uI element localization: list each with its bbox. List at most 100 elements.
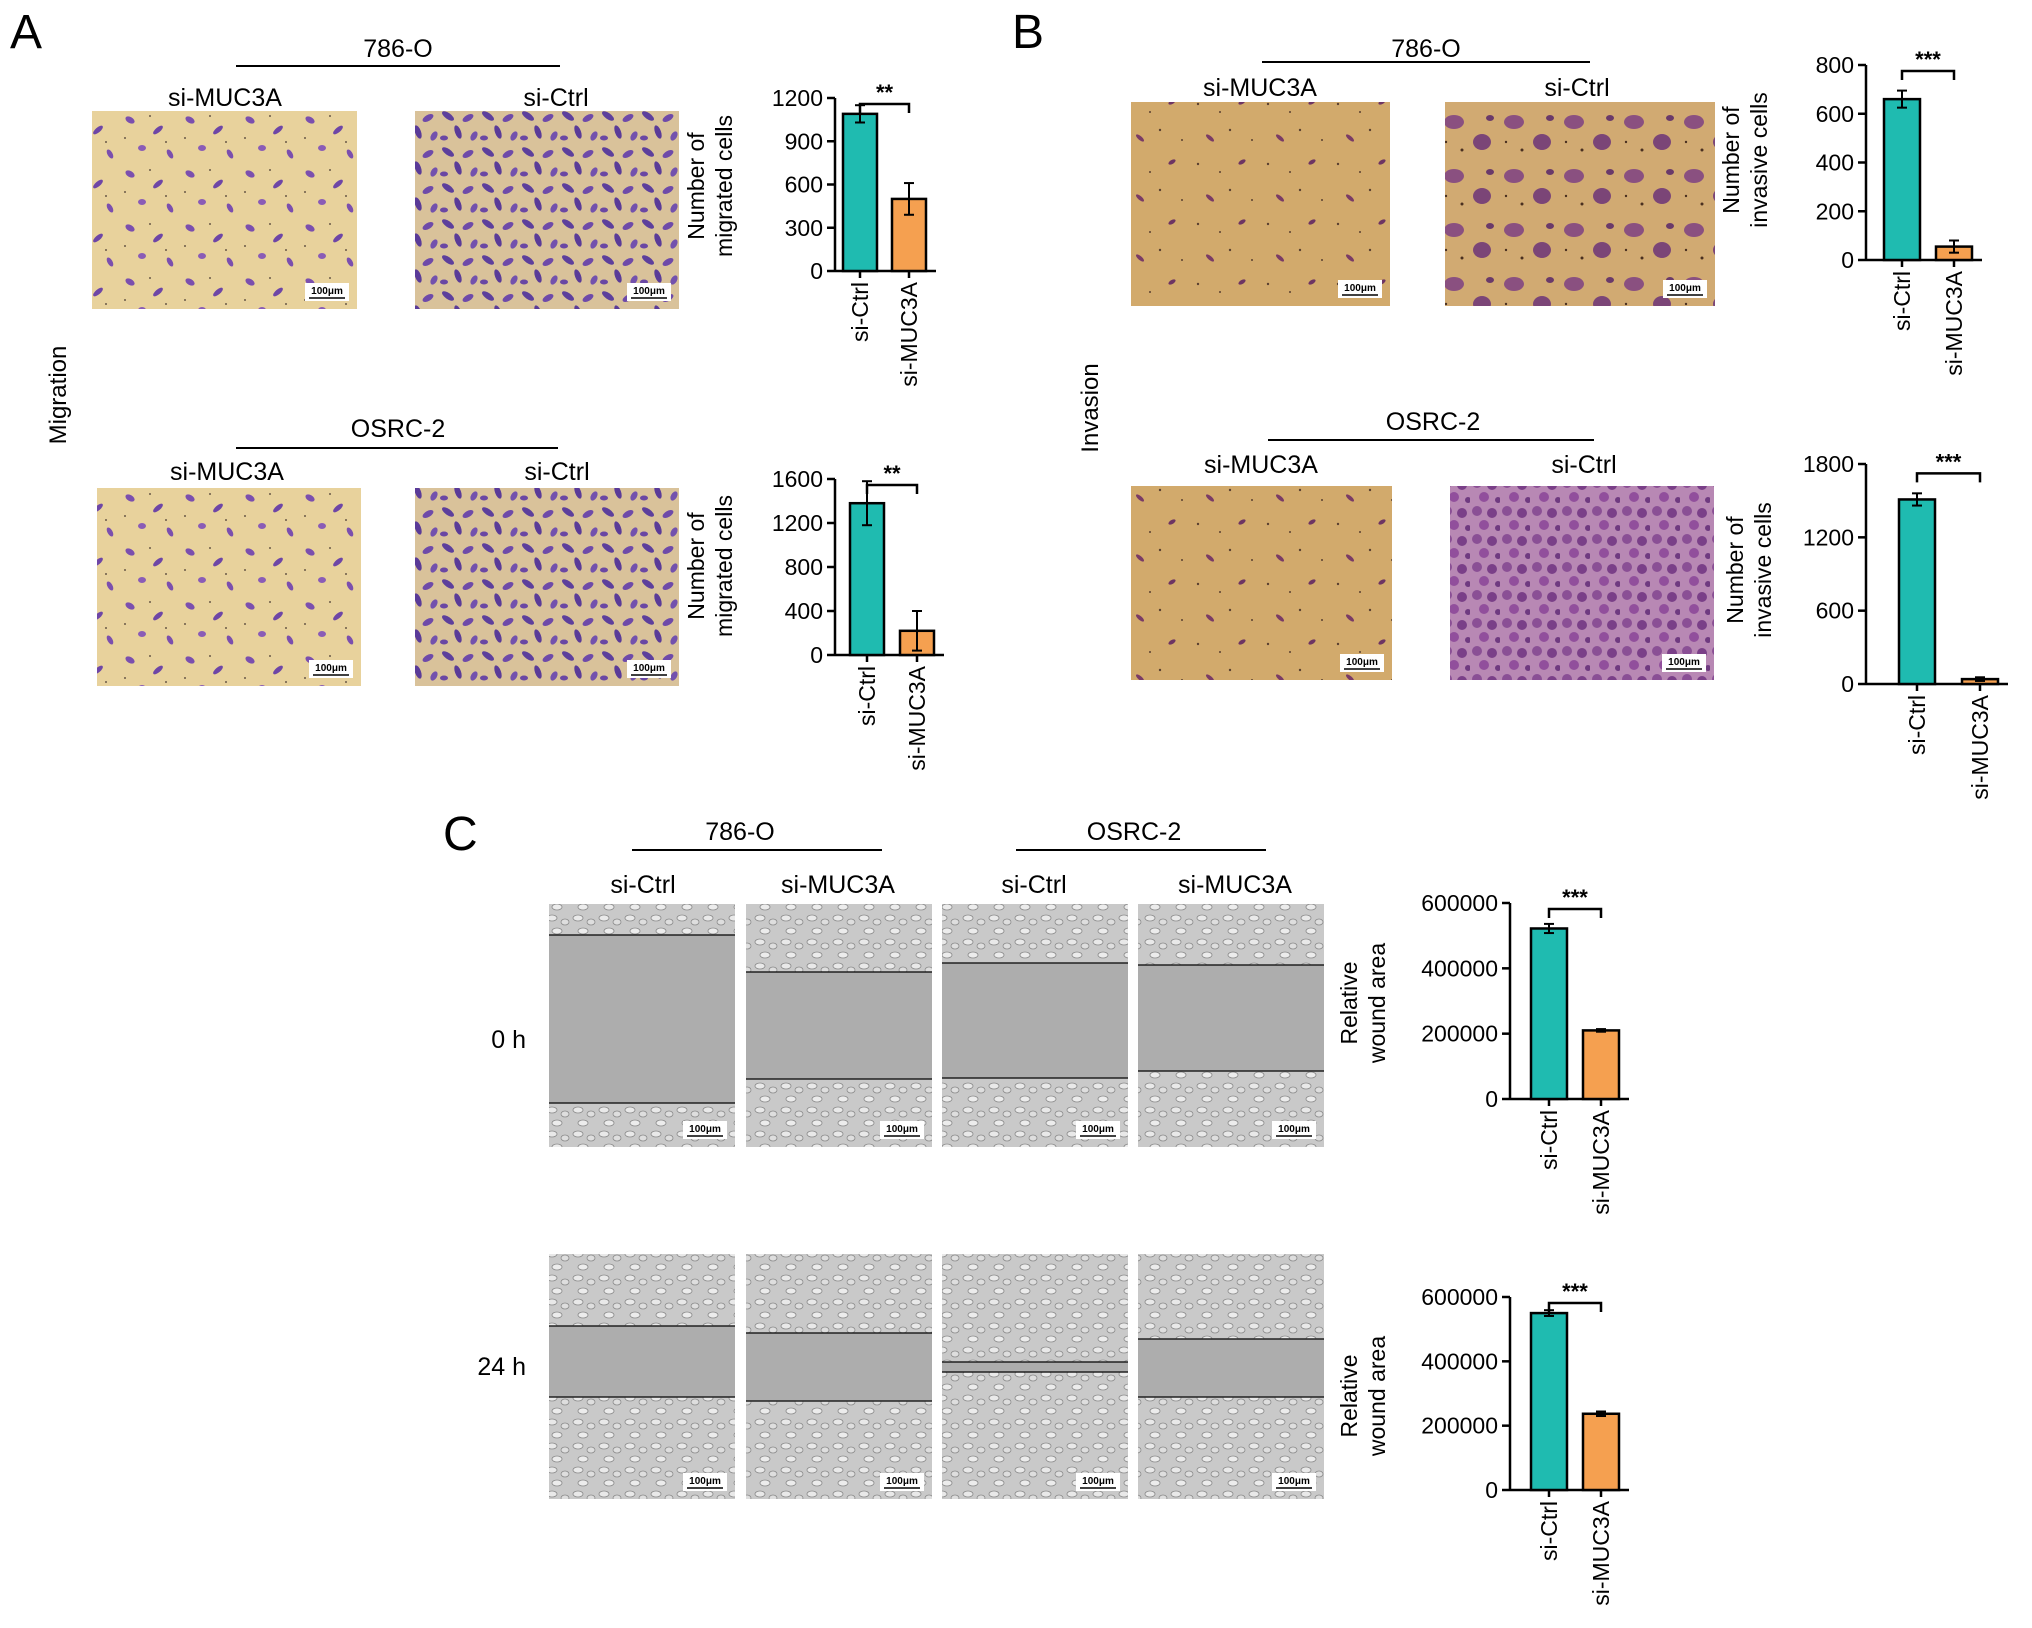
y-axis-label: Number ofinvasive cells [1722, 502, 1776, 638]
y-tick-label: 0 [1485, 1086, 1498, 1112]
column-label: si-MUC3A [781, 871, 895, 899]
scale-bar-label: 100μm [633, 663, 665, 674]
scale-bar-box [1338, 280, 1382, 298]
time-label: 24 h [477, 1353, 526, 1381]
y-tick-label: 200000 [1421, 1413, 1498, 1439]
y-tick-label: 0 [1841, 247, 1854, 273]
y-tick-label: 400000 [1421, 955, 1498, 981]
scale-bar-label: 100μm [311, 286, 343, 297]
micrograph [97, 488, 361, 686]
y-tick-label: 1200 [1803, 524, 1854, 550]
bar [1529, 1311, 1569, 1492]
side-label-invasion: Invasion [1077, 363, 1104, 452]
wound-gap [942, 963, 1128, 1078]
side-label-migration: Migration [45, 346, 72, 445]
y-tick-label: 0 [810, 642, 823, 668]
scale-bar-label: 100μm [689, 1476, 721, 1487]
bar [841, 112, 879, 273]
scale-bar-box [683, 1473, 727, 1491]
image-label: si-MUC3A [170, 458, 284, 486]
wound-gap [942, 1362, 1128, 1372]
image-label: si-MUC3A [1204, 451, 1318, 479]
y-tick-label: 600 [785, 172, 823, 198]
y-tick-label: 800 [1816, 52, 1854, 78]
micrograph [1131, 102, 1390, 306]
x-tick-label: si-MUC3A [896, 281, 922, 386]
image-label: si-MUC3A [168, 84, 282, 112]
bar-chart: 0 200000 400000 600000 Relativewound area si-… [1336, 1279, 1629, 1606]
panel-label-a: A [10, 6, 42, 59]
significance-bracket [858, 102, 911, 113]
wound-images [549, 904, 1324, 1499]
scale-bar-box [1340, 654, 1384, 672]
significance-bracket [865, 483, 919, 494]
panel-label-c: C [443, 808, 478, 861]
significance-bracket [1900, 69, 1956, 80]
scale-bar-box [1076, 1121, 1120, 1139]
significance-marker: ** [876, 80, 894, 105]
scale-bar-label: 100μm [1669, 283, 1701, 294]
y-axis-label: Number ofmigrated cells [683, 495, 737, 637]
cell-line-label: OSRC-2 [351, 415, 445, 443]
significance-marker: *** [1936, 449, 1962, 474]
significance-marker: *** [1562, 1279, 1588, 1304]
bar [1882, 97, 1922, 262]
y-tick-label: 600 [1816, 598, 1854, 624]
significance-bracket [1547, 1301, 1603, 1312]
scale-bar-label: 100μm [689, 1124, 721, 1135]
bar [1897, 498, 1937, 686]
wound-gap [549, 1326, 735, 1397]
cell-line-label: 786-O [363, 35, 432, 63]
bar-charts: 0 300 600 900 1200 Number ofmigrated cells si-… [683, 47, 2008, 1606]
scale-bar-box [880, 1473, 924, 1491]
x-tick-label: si-Ctrl [1536, 1501, 1562, 1561]
significance-marker: *** [1562, 885, 1588, 910]
significance-marker: ** [883, 461, 901, 486]
scale-bar-box [309, 660, 353, 678]
significance-marker: *** [1915, 47, 1941, 72]
image-label: si-MUC3A [1203, 74, 1317, 102]
scale-bar-box [305, 283, 349, 301]
column-label: si-Ctrl [1001, 871, 1066, 899]
scale-bar-label: 100μm [1278, 1124, 1310, 1135]
y-tick-label: 600 [1816, 101, 1854, 127]
x-tick-label: si-Ctrl [847, 282, 873, 342]
scale-bar-box [1076, 1473, 1120, 1491]
y-tick-label: 0 [1485, 1477, 1498, 1503]
x-tick-label: si-MUC3A [1588, 1109, 1614, 1214]
y-tick-label: 400 [1816, 150, 1854, 176]
y-axis-label: Number ofmigrated cells [683, 115, 737, 257]
scale-bar-box [1272, 1473, 1316, 1491]
significance-bracket [1915, 472, 1982, 483]
significance-bracket [1547, 907, 1603, 918]
micrograph [92, 111, 357, 309]
bar [1581, 1029, 1621, 1101]
scale-bar-label: 100μm [1346, 657, 1378, 668]
scale-bar-label: 100μm [315, 663, 347, 674]
x-tick-label: si-Ctrl [1536, 1110, 1562, 1170]
y-tick-label: 400000 [1421, 1348, 1498, 1374]
x-tick-label: si-Ctrl [1889, 271, 1915, 331]
x-tick-label: si-Ctrl [854, 666, 880, 726]
wound-gap [549, 935, 735, 1103]
y-tick-label: 800 [785, 554, 823, 580]
x-tick-label: si-MUC3A [1588, 1500, 1614, 1605]
scale-bar-label: 100μm [1082, 1476, 1114, 1487]
micrograph [1131, 486, 1392, 680]
bar [1529, 927, 1569, 1101]
scale-bar-label: 100μm [886, 1124, 918, 1135]
wound-gap [746, 1333, 932, 1401]
y-axis-label: Relativewound area [1336, 1336, 1390, 1457]
cell-line-label: 786-O [705, 818, 774, 846]
y-tick-label: 400 [785, 598, 823, 624]
y-tick-label: 200000 [1421, 1021, 1498, 1047]
cell-line-label: 786-O [1391, 35, 1460, 63]
column-label: si-MUC3A [1178, 871, 1292, 899]
scale-bar-box [880, 1121, 924, 1139]
scale-bar-label: 100μm [1344, 283, 1376, 294]
x-tick-label: si-MUC3A [904, 665, 930, 770]
image-label: si-Ctrl [524, 458, 589, 486]
panel-label-b: B [1012, 6, 1044, 59]
image-label: si-Ctrl [523, 84, 588, 112]
y-tick-label: 200 [1816, 198, 1854, 224]
